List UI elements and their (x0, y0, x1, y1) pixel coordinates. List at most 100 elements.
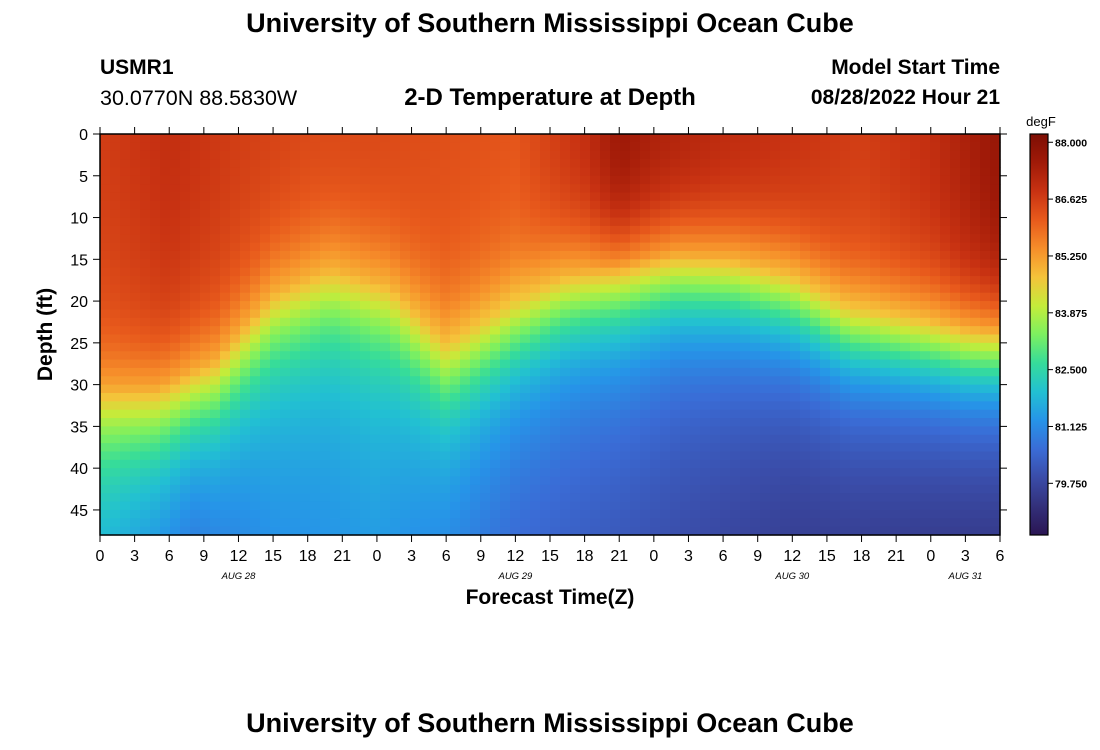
heatmap-cell (440, 192, 451, 202)
heatmap-cell (410, 426, 421, 436)
heatmap-cell (960, 292, 971, 302)
heatmap-cell (480, 409, 491, 419)
heatmap-cell (390, 242, 401, 252)
heatmap-cell (470, 142, 481, 152)
heatmap-cell (820, 401, 831, 411)
heatmap-cell (300, 292, 311, 302)
heatmap-cell (850, 426, 861, 436)
heatmap-cell (860, 334, 871, 344)
heatmap-cell (100, 142, 111, 152)
heatmap-cell (540, 175, 551, 185)
heatmap-cell (590, 518, 601, 528)
heatmap-cell (930, 200, 941, 210)
heatmap-cell (250, 284, 261, 294)
heatmap-cell (200, 276, 211, 285)
heatmap-cell (430, 326, 441, 336)
heatmap-cell (790, 351, 801, 361)
heatmap-cell (210, 476, 221, 486)
heatmap-cell (370, 200, 381, 210)
heatmap-cell (180, 175, 191, 185)
heatmap-cell (690, 476, 701, 486)
heatmap-cell (140, 276, 151, 285)
heatmap-cell (880, 150, 891, 160)
heatmap-cell (830, 359, 841, 369)
heatmap-cell (630, 276, 641, 285)
heatmap-cell (860, 418, 871, 427)
heatmap-cell (270, 200, 281, 210)
heatmap-cell (480, 434, 491, 444)
heatmap-cell (630, 484, 641, 494)
heatmap-cell (120, 526, 131, 536)
heatmap-cell (140, 250, 151, 260)
heatmap-cell (730, 250, 741, 260)
heatmap-cell (230, 526, 241, 536)
heatmap-cell (100, 200, 111, 210)
heatmap-cell (480, 459, 491, 469)
heatmap-cell (630, 259, 641, 269)
heatmap-cell (390, 418, 401, 427)
heatmap-cell (600, 250, 611, 260)
heatmap-cell (510, 167, 521, 177)
heatmap-cell (290, 284, 301, 294)
heatmap-cell (530, 484, 541, 494)
heatmap-cell (150, 167, 161, 177)
heatmap-cell (320, 225, 331, 235)
heatmap-cell (440, 334, 451, 344)
heatmap-cell (940, 468, 951, 478)
heatmap-cell (840, 184, 851, 194)
heatmap-cell (560, 276, 571, 285)
heatmap-cell (940, 476, 951, 486)
heatmap-cell (790, 451, 801, 461)
heatmap-cell (400, 476, 411, 486)
heatmap-cell (120, 476, 131, 486)
heatmap-cell (470, 159, 481, 169)
heatmap-cell (240, 217, 251, 227)
heatmap-cell (590, 217, 601, 227)
heatmap-cell (350, 217, 361, 227)
heatmap-cell (890, 259, 901, 269)
heatmap-cell (380, 276, 391, 285)
heatmap-cell (240, 376, 251, 386)
heatmap-cell (510, 217, 521, 227)
heatmap-cell (620, 242, 631, 252)
heatmap-cell (560, 284, 571, 294)
heatmap-cell (160, 317, 171, 327)
heatmap-cell (310, 259, 321, 269)
heatmap-cell (170, 309, 181, 319)
heatmap-cell (400, 367, 411, 377)
heatmap-cell (660, 459, 671, 469)
heatmap-cell (310, 459, 321, 469)
heatmap-cell (550, 317, 561, 327)
heatmap-cell (860, 209, 871, 219)
heatmap-cell (870, 434, 881, 444)
heatmap-cell (440, 484, 451, 494)
heatmap-cell (410, 234, 421, 244)
heatmap-cell (310, 451, 321, 461)
heatmap-cell (980, 167, 991, 177)
heatmap-cell (850, 142, 861, 152)
heatmap-cell (860, 526, 871, 536)
heatmap-cell (450, 509, 461, 519)
heatmap-cell (880, 518, 891, 528)
heatmap-cell (890, 501, 901, 511)
heatmap-cell (100, 184, 111, 194)
heatmap-cell (800, 217, 811, 227)
heatmap-cell (530, 284, 541, 294)
heatmap-cell (320, 250, 331, 260)
y-tick-label: 0 (79, 127, 88, 144)
heatmap-cell (640, 443, 651, 453)
heatmap-cell (920, 434, 931, 444)
heatmap-cell (970, 443, 981, 453)
heatmap-cell (580, 509, 591, 519)
heatmap-cell (310, 384, 321, 394)
heatmap-cell (120, 392, 131, 402)
x-tick-label: 12 (506, 548, 524, 565)
heatmap-cell (530, 259, 541, 269)
heatmap-cell (310, 426, 321, 436)
heatmap-cell (440, 317, 451, 327)
heatmap-cell (160, 392, 171, 402)
heatmap-cell (720, 134, 731, 143)
heatmap-cell (470, 192, 481, 202)
heatmap-cell (720, 509, 731, 519)
heatmap-cell (280, 259, 291, 269)
